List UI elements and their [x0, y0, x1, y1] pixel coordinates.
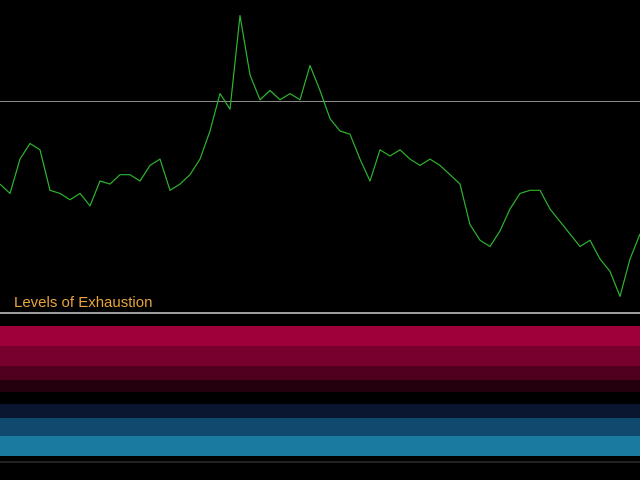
price-line — [0, 15, 640, 297]
exhaustion-bands — [0, 326, 640, 456]
band — [0, 346, 640, 366]
band — [0, 326, 640, 346]
band — [0, 436, 640, 456]
band — [0, 404, 640, 418]
band — [0, 366, 640, 380]
band — [0, 380, 640, 392]
indicator-title: Levels of Exhaustion — [14, 294, 152, 311]
band — [0, 418, 640, 436]
